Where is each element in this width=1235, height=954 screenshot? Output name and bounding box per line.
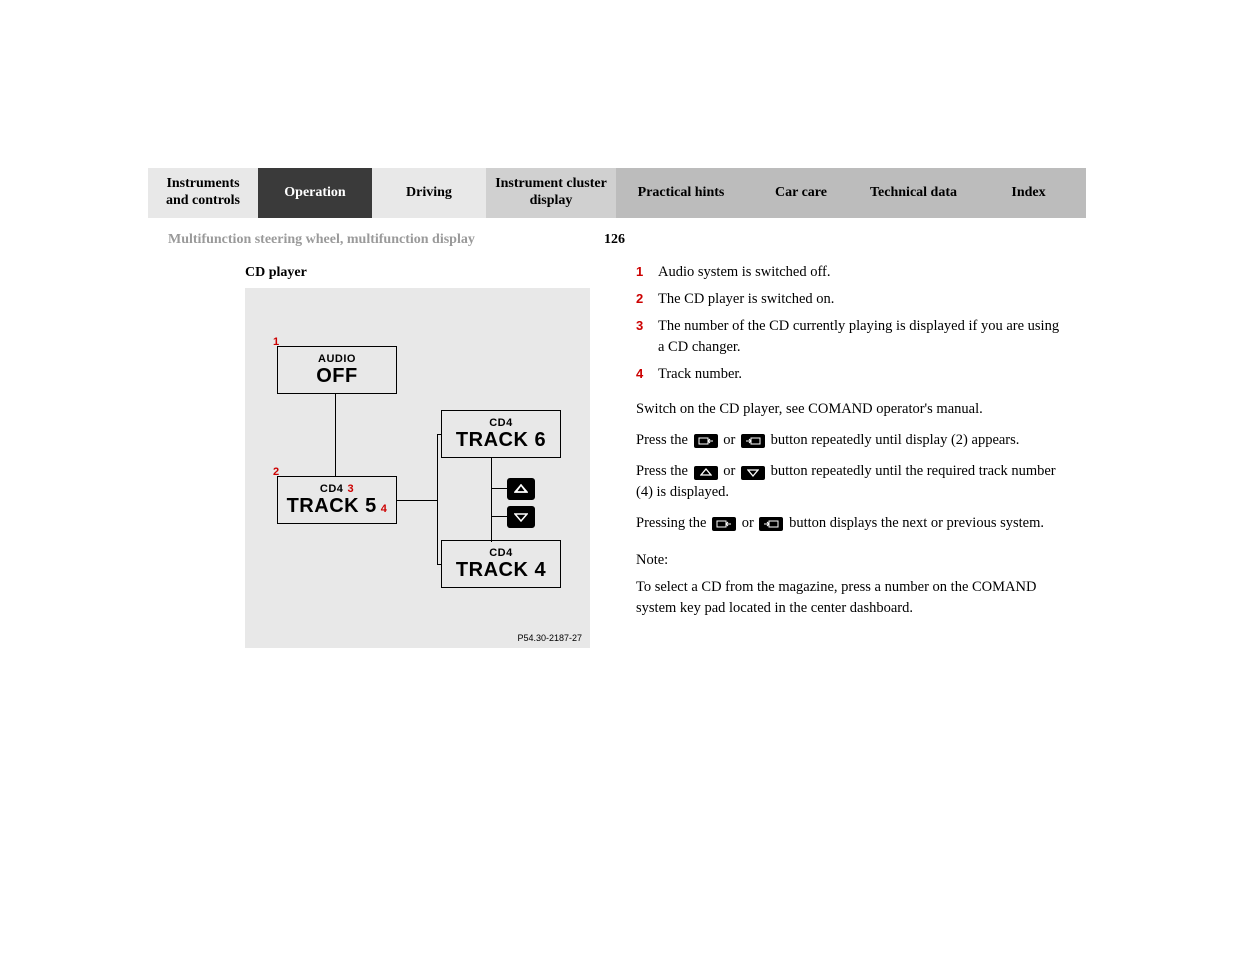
legend-item: 4 Track number. — [636, 364, 1066, 385]
paragraph: Pressing the or button displays the next… — [636, 513, 1066, 534]
breadcrumb: Multifunction steering wheel, multifunct… — [168, 232, 475, 248]
legend-num: 1 — [636, 262, 658, 283]
nav-tabs: Instruments and controls Operation Drivi… — [148, 168, 1086, 218]
connector-line — [437, 564, 441, 565]
display-box-audio-off: AUDIO OFF — [277, 346, 397, 394]
manual-page: Instruments and controls Operation Drivi… — [0, 0, 1235, 954]
cd-player-diagram: 1 AUDIO OFF 2 CD4 3 TRACK 5 4 CD4 TRACK … — [245, 288, 590, 648]
paragraph: Press the or button repeatedly until dis… — [636, 430, 1066, 451]
text-fragment: button repeatedly until display (2) appe… — [771, 432, 1020, 448]
text-fragment: Pressing the — [636, 515, 710, 531]
legend-text: Track number. — [658, 364, 742, 385]
prev-system-icon — [694, 434, 718, 448]
text-fragment: or — [742, 515, 758, 531]
prev-system-icon — [712, 517, 736, 531]
connector-line — [491, 488, 507, 489]
display-track-label: TRACK 5 — [287, 495, 377, 518]
connector-line — [491, 516, 507, 517]
legend-num: 4 — [636, 364, 658, 385]
legend-text: The number of the CD currently playing i… — [658, 316, 1066, 358]
paragraph: Switch on the CD player, see COMAND oper… — [636, 399, 1066, 420]
tab-technical-data[interactable]: Technical data — [856, 168, 971, 218]
display-cd-label: CD4 — [489, 417, 513, 429]
tab-car-care[interactable]: Car care — [746, 168, 856, 218]
tab-operation[interactable]: Operation — [258, 168, 372, 218]
tab-index[interactable]: Index — [971, 168, 1086, 218]
down-icon — [741, 466, 765, 480]
note-heading: Note: — [636, 550, 1066, 571]
connector-line — [437, 434, 441, 435]
next-system-icon — [759, 517, 783, 531]
text-fragment: Press the — [636, 432, 692, 448]
legend-item: 3 The number of the CD currently playing… — [636, 316, 1066, 358]
text-fragment: button displays the next or previous sys… — [789, 515, 1044, 531]
legend-num: 3 — [636, 316, 658, 358]
display-cd-label: CD4 — [320, 483, 344, 495]
display-track-label: TRACK 6 — [456, 429, 546, 452]
display-line1: AUDIO — [318, 353, 356, 365]
section-title: CD player — [245, 265, 307, 281]
display-box-track4: CD4 TRACK 4 — [441, 540, 561, 588]
tab-driving[interactable]: Driving — [372, 168, 486, 218]
up-button — [507, 478, 535, 500]
display-track-label: TRACK 4 — [456, 559, 546, 582]
up-icon — [694, 466, 718, 480]
display-box-track6: CD4 TRACK 6 — [441, 410, 561, 458]
legend-list: 1 Audio system is switched off. 2 The CD… — [636, 262, 1066, 385]
connector-line — [491, 458, 492, 542]
connector-line — [335, 394, 336, 476]
image-reference: P54.30-2187-27 — [517, 633, 582, 643]
legend-item: 1 Audio system is switched off. — [636, 262, 1066, 283]
next-system-icon — [741, 434, 765, 448]
connector-line — [437, 434, 438, 564]
callout-3: 3 — [347, 483, 354, 495]
text-fragment: or — [723, 463, 739, 479]
legend-text: Audio system is switched off. — [658, 262, 831, 283]
callout-4: 4 — [381, 503, 388, 515]
tab-instrument-cluster[interactable]: Instrument cluster display — [486, 168, 616, 218]
down-button — [507, 506, 535, 528]
tab-practical-hints[interactable]: Practical hints — [616, 168, 746, 218]
paragraph: Press the or button repeatedly until the… — [636, 461, 1066, 503]
note-paragraph: To select a CD from the magazine, press … — [636, 577, 1066, 619]
legend-item: 2 The CD player is switched on. — [636, 289, 1066, 310]
body-column: 1 Audio system is switched off. 2 The CD… — [636, 262, 1066, 629]
connector-line — [397, 500, 437, 501]
display-line2: OFF — [316, 365, 358, 388]
legend-num: 2 — [636, 289, 658, 310]
text-fragment: Press the — [636, 463, 692, 479]
display-box-track5: CD4 3 TRACK 5 4 — [277, 476, 397, 524]
text-fragment: or — [723, 432, 739, 448]
tab-instruments-controls[interactable]: Instruments and controls — [148, 168, 258, 218]
legend-text: The CD player is switched on. — [658, 289, 834, 310]
display-cd-label: CD4 — [489, 547, 513, 559]
page-number: 126 — [604, 232, 625, 248]
